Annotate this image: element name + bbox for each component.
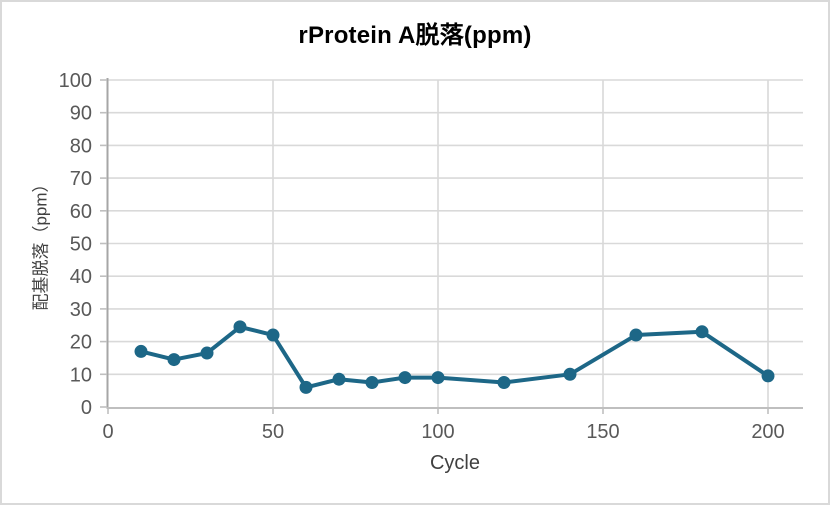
data-point bbox=[233, 320, 247, 334]
y-tick-label: 70 bbox=[70, 168, 92, 190]
y-tick-label: 100 bbox=[59, 70, 92, 92]
series-line bbox=[139, 324, 770, 390]
data-point bbox=[497, 375, 511, 389]
x-tick-label: 0 bbox=[102, 421, 113, 443]
x-tick-label: 100 bbox=[421, 421, 454, 443]
y-tick-label: 50 bbox=[70, 234, 92, 256]
tick-marks bbox=[100, 79, 769, 414]
data-point bbox=[365, 375, 379, 389]
data-point bbox=[167, 353, 181, 367]
y-tick-label: 10 bbox=[70, 364, 92, 386]
y-tick-label: 30 bbox=[70, 299, 92, 321]
data-point bbox=[266, 328, 280, 342]
data-point bbox=[563, 367, 577, 381]
y-tick-label: 90 bbox=[70, 103, 92, 125]
data-point bbox=[398, 371, 412, 385]
data-point bbox=[200, 346, 214, 360]
data-point bbox=[761, 369, 775, 383]
chart-title: rProtein A脱落(ppm) bbox=[298, 22, 532, 49]
data-point bbox=[431, 371, 445, 385]
y-tick-labels: 0 10 20 30 40 50 60 70 80 90 100 bbox=[59, 70, 92, 419]
axis-lines bbox=[106, 78, 803, 409]
y-tick-label: 20 bbox=[70, 332, 92, 354]
x-tick-label: 150 bbox=[586, 421, 619, 443]
y-tick-label: 0 bbox=[81, 397, 92, 419]
data-series bbox=[134, 320, 775, 394]
data-point bbox=[299, 380, 313, 394]
y-tick-label: 80 bbox=[70, 135, 92, 157]
data-point bbox=[134, 344, 148, 358]
x-tick-label: 50 bbox=[262, 421, 284, 443]
y-tick-label: 40 bbox=[70, 266, 92, 288]
y-tick-label: 60 bbox=[70, 201, 92, 223]
gridlines bbox=[108, 79, 803, 407]
x-tick-label: 200 bbox=[751, 421, 784, 443]
data-point bbox=[332, 372, 346, 386]
data-point bbox=[629, 328, 643, 342]
x-axis-title: Cycle bbox=[429, 452, 481, 474]
x-tick-labels: 0 50 100 150 200 bbox=[102, 421, 784, 443]
data-point bbox=[695, 325, 709, 339]
